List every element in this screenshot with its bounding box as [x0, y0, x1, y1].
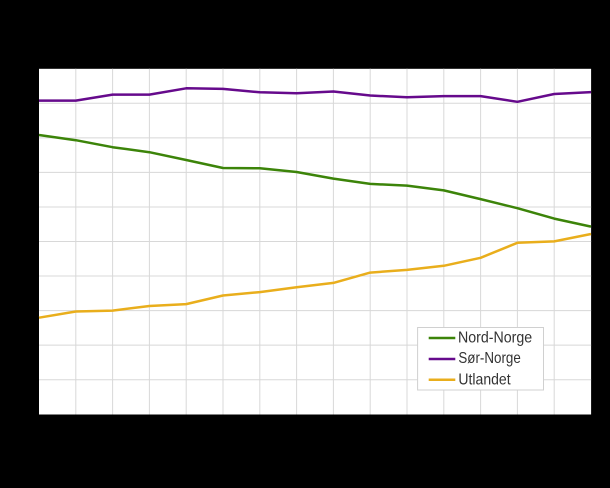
svg-text:Nord-Norge: Nord-Norge — [458, 329, 532, 346]
svg-text:Utlandet: Utlandet — [458, 371, 511, 388]
svg-text:Sør-Norge: Sør-Norge — [458, 350, 520, 367]
